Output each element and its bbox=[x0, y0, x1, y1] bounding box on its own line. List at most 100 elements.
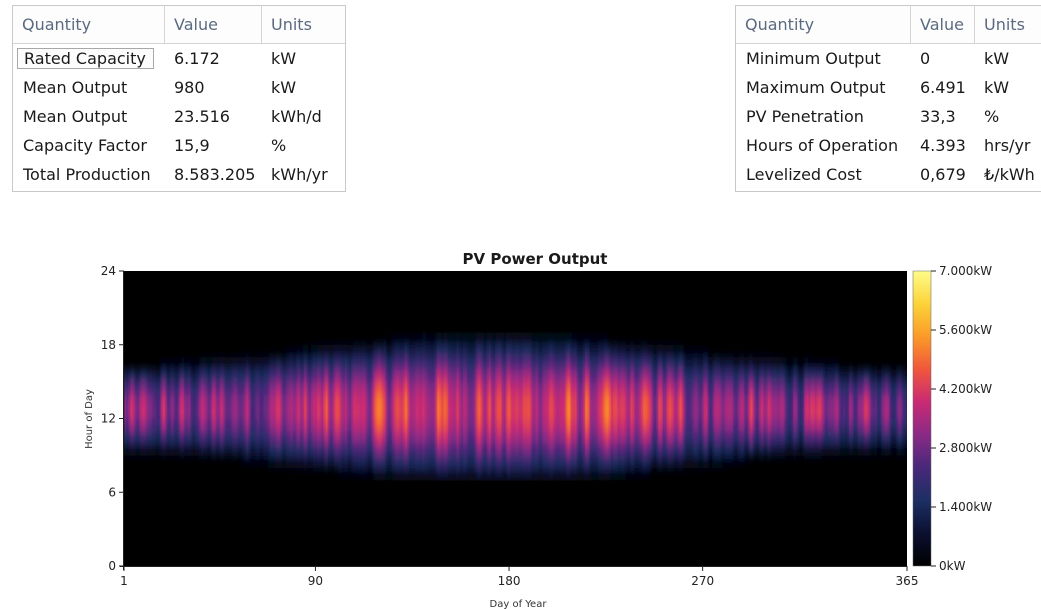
heat-cell bbox=[430, 357, 434, 370]
table-row[interactable]: Levelized Cost 0,679 ₺/kWh bbox=[736, 160, 1041, 189]
heat-cell bbox=[381, 381, 384, 395]
heat-cell bbox=[126, 418, 129, 432]
heat-cell bbox=[630, 381, 633, 395]
heat-cell bbox=[357, 357, 361, 370]
heat-cell bbox=[207, 357, 211, 370]
heat-cell bbox=[257, 406, 260, 419]
heat-cell bbox=[205, 430, 209, 444]
heat-cell bbox=[381, 357, 384, 370]
heat-cell bbox=[550, 430, 554, 444]
heat-cell bbox=[390, 455, 393, 469]
heat-cell bbox=[310, 357, 314, 370]
heat-cell bbox=[767, 381, 771, 395]
heat-cell bbox=[666, 418, 670, 432]
heat-cell bbox=[898, 406, 901, 419]
heat-cell bbox=[413, 455, 417, 469]
heat-cell bbox=[692, 344, 696, 358]
heat-cell bbox=[709, 455, 713, 469]
heat-cell bbox=[162, 369, 166, 383]
heat-cell bbox=[726, 443, 730, 456]
heat-cell bbox=[458, 344, 462, 358]
column-header-units[interactable]: Units bbox=[271, 15, 312, 34]
column-header-units[interactable]: Units bbox=[984, 15, 1025, 34]
heat-cell bbox=[398, 455, 402, 469]
heat-cell bbox=[387, 393, 391, 407]
heat-cell bbox=[550, 381, 554, 395]
heat-cell bbox=[709, 406, 713, 419]
table-row[interactable]: Rated Capacity 6.172 kW bbox=[13, 44, 345, 73]
heat-cell bbox=[480, 455, 483, 469]
heat-cell bbox=[469, 430, 472, 444]
table-row[interactable]: Mean Output 23.516 kWh/d bbox=[13, 102, 345, 131]
heat-cell bbox=[237, 418, 241, 432]
table-row[interactable]: Minimum Output 0 kW bbox=[736, 44, 1041, 73]
heat-cell bbox=[716, 357, 719, 370]
table-row[interactable]: PV Penetration 33,3 % bbox=[736, 102, 1041, 131]
heat-cell bbox=[128, 393, 131, 407]
heat-cell bbox=[259, 357, 262, 370]
heat-cell bbox=[722, 418, 726, 432]
heat-cell bbox=[130, 369, 133, 383]
heat-cell bbox=[196, 369, 200, 383]
heat-cell bbox=[353, 381, 357, 395]
table-row[interactable]: Total Production 8.583.205 kWh/yr bbox=[13, 160, 345, 189]
heat-cell bbox=[229, 393, 232, 407]
heat-cell bbox=[145, 443, 148, 456]
heat-cell bbox=[192, 381, 196, 395]
heat-cell bbox=[576, 393, 580, 407]
cell-units: kW bbox=[271, 78, 297, 97]
heat-cell bbox=[698, 455, 702, 469]
heat-cell bbox=[495, 443, 498, 456]
column-header-value[interactable]: Value bbox=[911, 6, 975, 43]
heat-cell bbox=[864, 406, 867, 419]
heat-cell bbox=[795, 406, 798, 419]
heat-cell bbox=[634, 418, 638, 432]
heat-cell bbox=[743, 381, 747, 395]
heat-cell bbox=[205, 406, 209, 419]
heat-cell bbox=[679, 369, 683, 383]
heat-cell bbox=[332, 406, 335, 419]
column-header-quantity[interactable]: Quantity bbox=[736, 6, 911, 43]
heat-cell bbox=[675, 344, 678, 358]
heat-cell bbox=[501, 406, 505, 419]
heat-cell bbox=[231, 418, 234, 432]
heat-cell bbox=[585, 467, 588, 481]
heat-cell bbox=[675, 381, 678, 395]
heat-cell bbox=[690, 357, 693, 370]
heat-cell bbox=[327, 393, 331, 407]
table-row[interactable]: Maximum Output 6.491 kW bbox=[736, 73, 1041, 102]
heat-cell bbox=[904, 369, 907, 383]
heat-cell bbox=[645, 418, 648, 432]
heat-cell bbox=[370, 455, 374, 469]
heat-cell bbox=[248, 455, 251, 469]
heat-cell bbox=[881, 393, 884, 407]
column-header-quantity[interactable]: Quantity bbox=[13, 6, 165, 43]
heat-cell bbox=[492, 393, 496, 407]
heat-cell bbox=[443, 467, 447, 481]
table-row[interactable]: Hours of Operation 4.393 hrs/yr bbox=[736, 131, 1041, 160]
heat-cell bbox=[387, 357, 391, 370]
heat-cell bbox=[902, 369, 906, 383]
heat-cell bbox=[201, 357, 204, 370]
heat-cell bbox=[181, 357, 185, 370]
heat-cell bbox=[327, 443, 331, 456]
heat-cell bbox=[308, 443, 312, 456]
heat-cell bbox=[572, 381, 575, 395]
table-row[interactable]: Capacity Factor 15,9 % bbox=[13, 131, 345, 160]
heat-cell bbox=[568, 393, 571, 407]
heat-cell bbox=[758, 443, 762, 456]
column-header-value[interactable]: Value bbox=[165, 6, 262, 43]
heat-cell bbox=[518, 393, 522, 407]
heat-cell bbox=[340, 369, 344, 383]
heat-cell bbox=[344, 443, 348, 456]
heat-cell bbox=[578, 393, 582, 407]
table-row[interactable]: Mean Output 980 kW bbox=[13, 73, 345, 102]
heat-cell bbox=[366, 369, 369, 383]
heat-cell bbox=[544, 443, 548, 456]
heat-cell bbox=[372, 393, 376, 407]
heat-cell bbox=[520, 418, 524, 432]
heat-cell bbox=[679, 455, 683, 469]
heat-cell bbox=[385, 467, 389, 481]
heat-cell bbox=[342, 357, 346, 370]
heat-cell bbox=[293, 430, 297, 444]
